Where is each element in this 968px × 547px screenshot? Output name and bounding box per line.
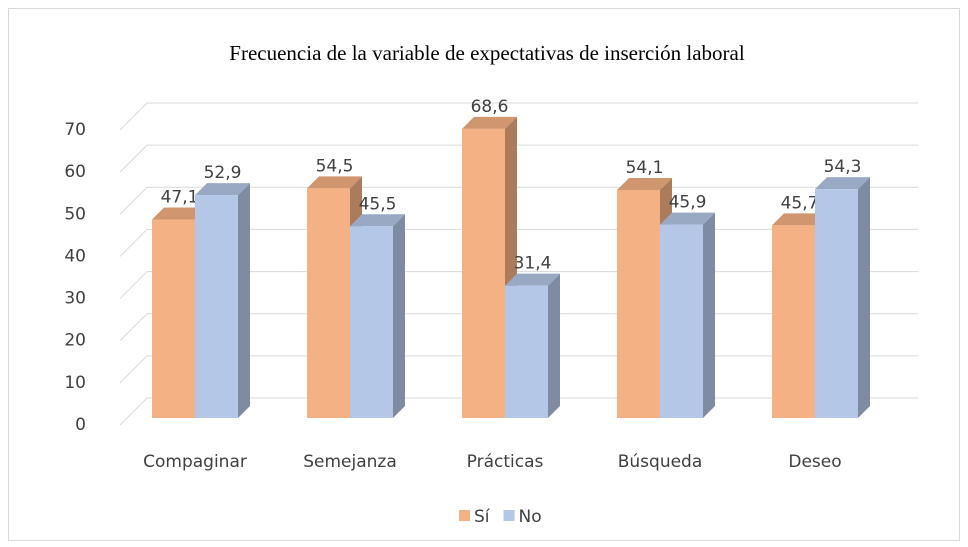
data-label: 52,9 [204, 163, 242, 183]
bar-top [660, 212, 715, 225]
bar-front [195, 195, 238, 418]
bar-top [772, 213, 827, 226]
y-tick-label: 0 [75, 415, 86, 435]
bar-top [617, 178, 672, 191]
x-tick-label: Compaginar [143, 452, 247, 472]
bar-top [195, 183, 250, 196]
data-label: 45,9 [669, 193, 707, 213]
bar-front [772, 225, 815, 418]
data-label: 54,1 [626, 158, 664, 178]
bar-top [462, 116, 517, 129]
data-label: 45,5 [359, 194, 397, 214]
bar-side [238, 183, 250, 418]
data-label: 54,5 [316, 156, 354, 176]
bar-side [703, 212, 715, 418]
bar-side [393, 214, 405, 418]
bar-top [307, 176, 362, 189]
data-label: 31,4 [514, 254, 552, 274]
grid-line [119, 144, 918, 173]
bar-side [858, 177, 870, 418]
bar-front [660, 224, 703, 418]
bar [350, 214, 405, 418]
legend-label: No [519, 507, 542, 527]
y-tick-label: 30 [64, 289, 86, 309]
y-tick-label: 70 [64, 120, 86, 140]
y-tick-label: 50 [64, 204, 86, 224]
bar-side [548, 273, 560, 418]
bar-front [815, 189, 858, 418]
bar-front [617, 190, 660, 418]
bar-front [505, 285, 548, 418]
x-tick-label: Deseo [788, 452, 841, 472]
data-label: 45,7 [781, 193, 819, 213]
y-tick-label: 20 [64, 331, 86, 351]
y-tick-label: 40 [64, 246, 86, 266]
legend-label: Sí [474, 507, 491, 527]
data-label: 54,3 [824, 157, 862, 177]
bar-top [350, 214, 405, 227]
bar-top [152, 207, 207, 220]
bar-top [505, 273, 560, 286]
bar [815, 177, 870, 418]
bar-front [152, 219, 195, 418]
x-tick-label: Semejanza [303, 452, 397, 472]
data-label: 68,6 [471, 97, 509, 117]
bar [505, 273, 560, 418]
chart-title: Frecuencia de la variable de expectativa… [229, 41, 745, 65]
grid-line [119, 102, 918, 131]
bar-front [307, 188, 350, 418]
bar [195, 183, 250, 418]
bar-front [462, 128, 505, 418]
x-tick-label: Prácticas [467, 452, 544, 472]
bar [660, 212, 715, 418]
y-tick-label: 60 [64, 162, 86, 182]
bar-front [350, 226, 393, 418]
legend-swatch [459, 510, 470, 521]
legend-swatch [503, 510, 515, 521]
x-tick-label: Búsqueda [618, 452, 703, 472]
y-tick-label: 10 [64, 373, 86, 393]
bar-top [815, 177, 870, 190]
data-label: 47,1 [161, 188, 199, 208]
